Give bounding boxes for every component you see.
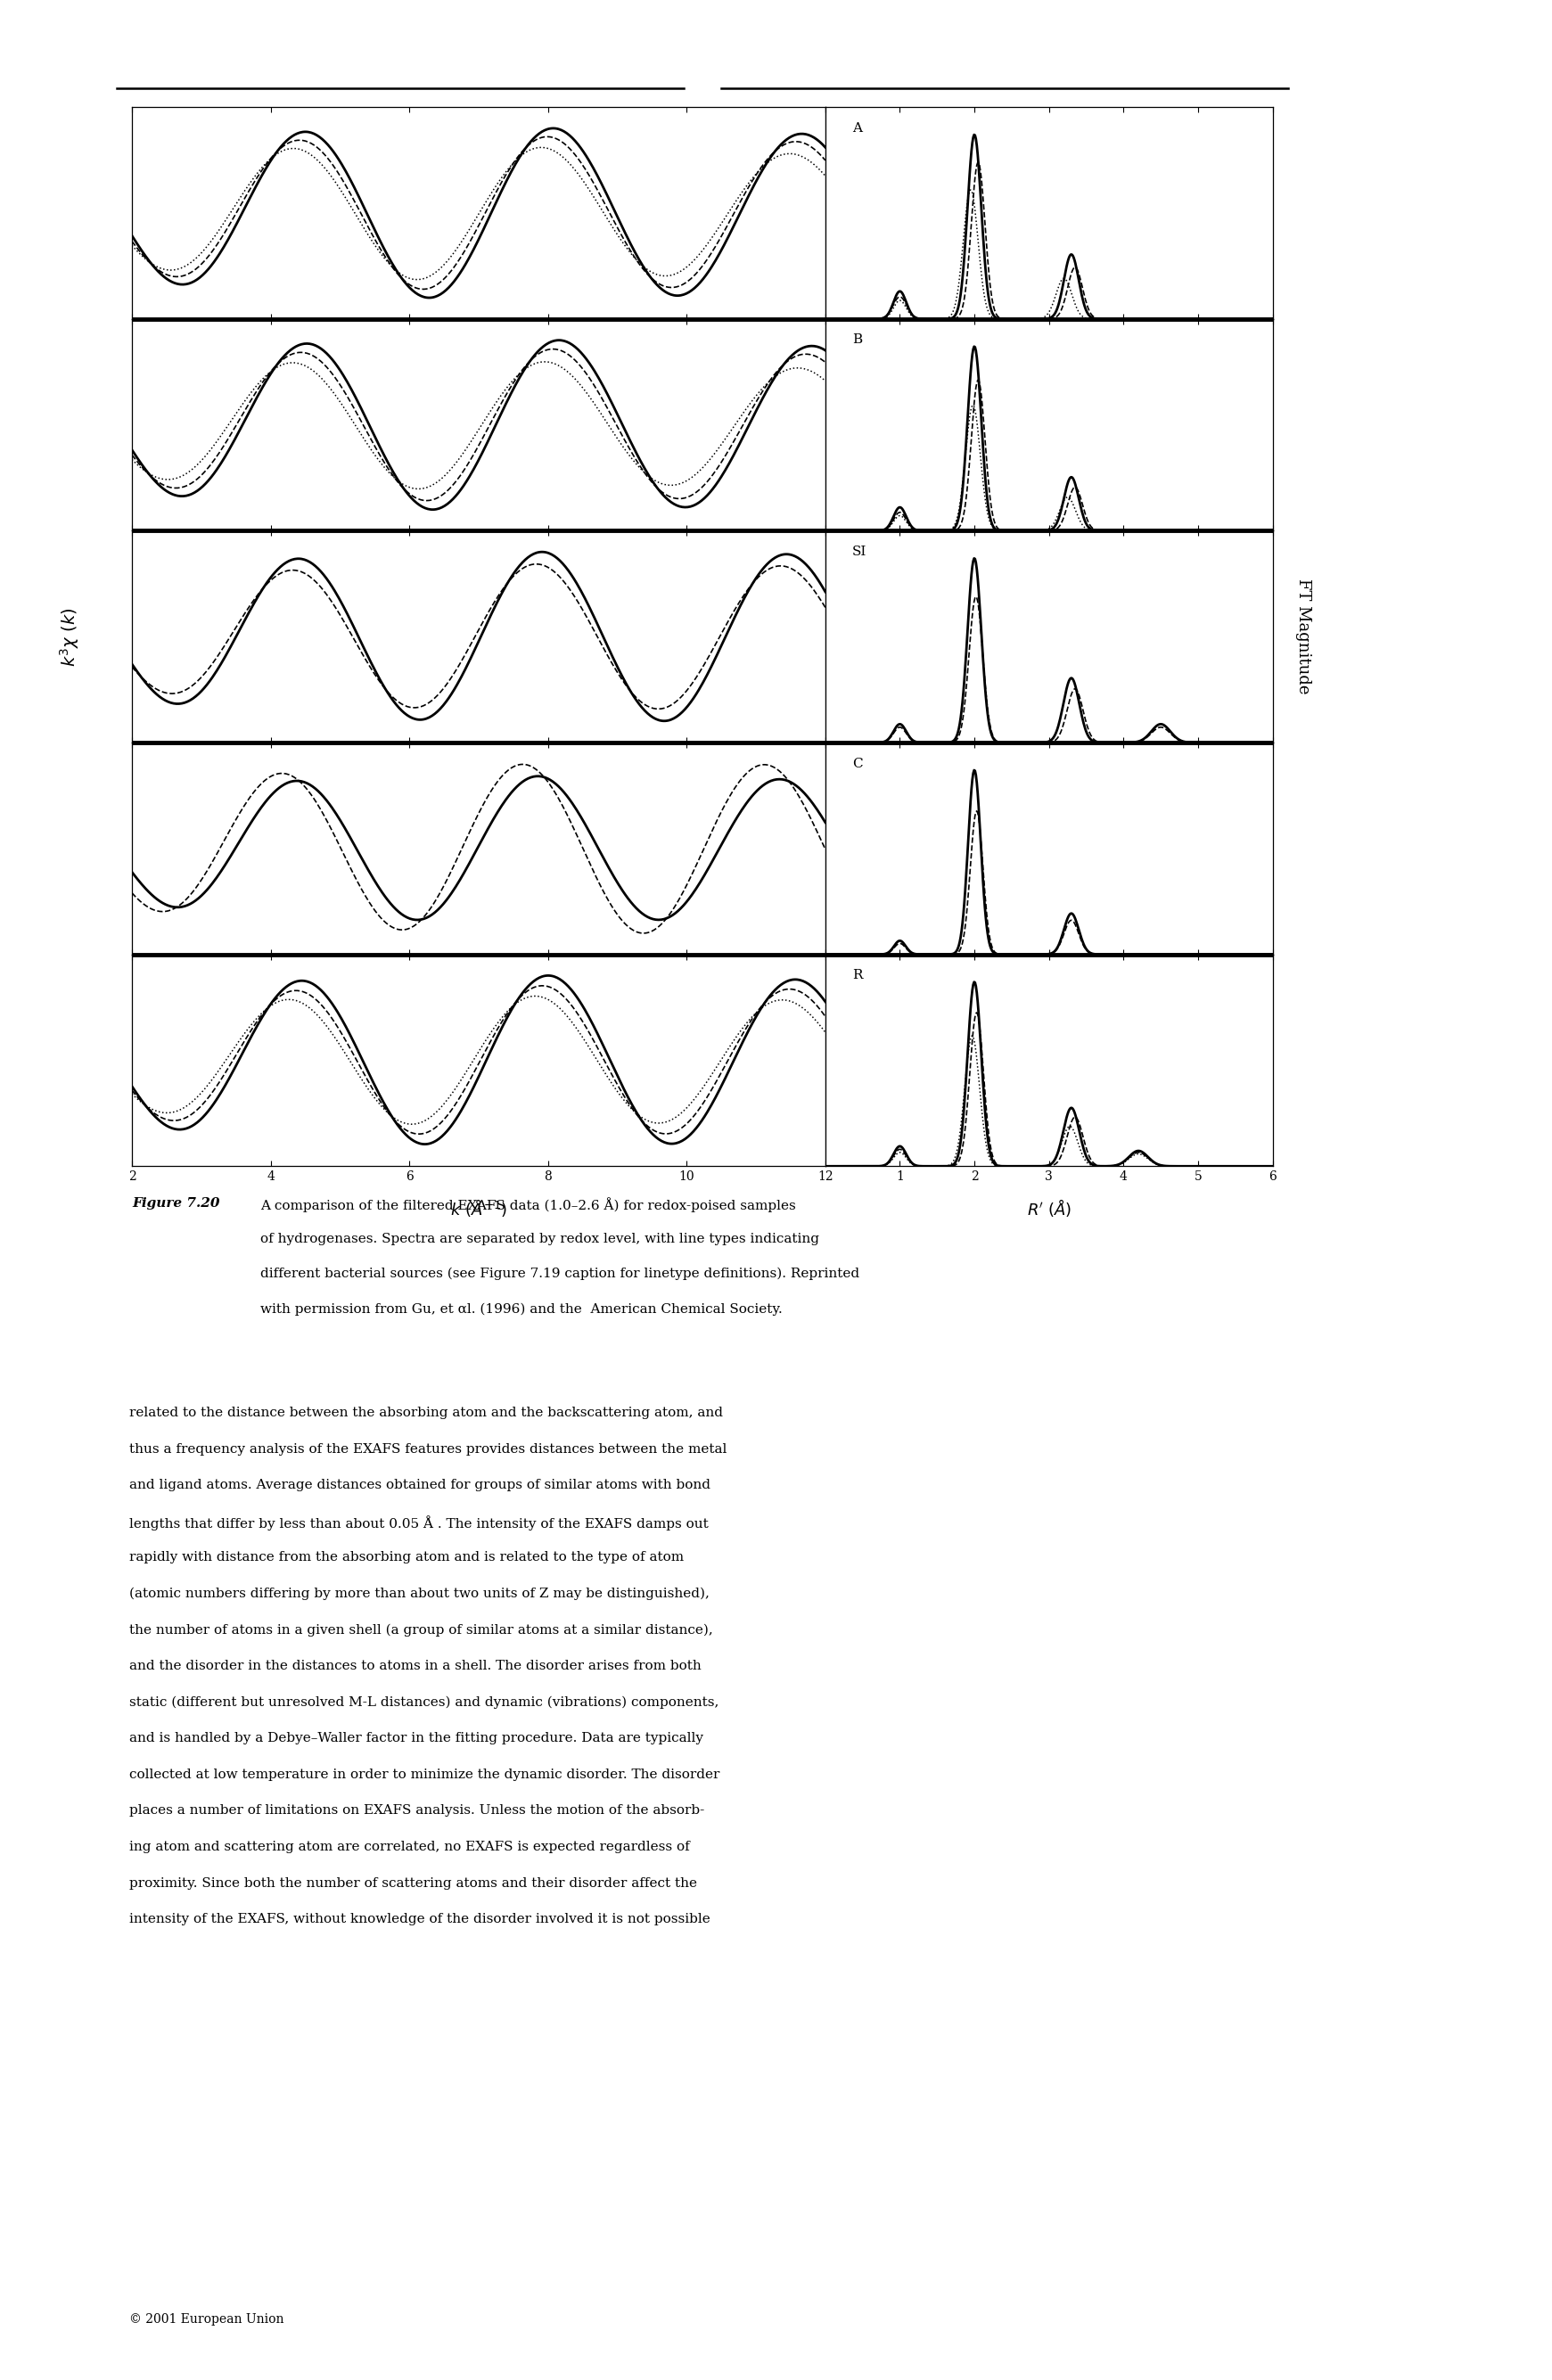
Text: of hydrogenases. Spectra are separated by redox level, with line types indicatin: of hydrogenases. Spectra are separated b…: [261, 1233, 819, 1245]
Text: the number of atoms in a given shell (a group of similar atoms at a similar dist: the number of atoms in a given shell (a …: [129, 1623, 712, 1637]
Text: A comparison of the filtered EXAFS data (1.0–2.6 Å) for redox-poised samples: A comparison of the filtered EXAFS data …: [261, 1197, 796, 1211]
Text: thus a frequency analysis of the EXAFS features provides distances between the m: thus a frequency analysis of the EXAFS f…: [129, 1442, 726, 1454]
Text: $R^{\prime}\ (\AA)$: $R^{\prime}\ (\AA)$: [1026, 1197, 1071, 1219]
Text: collected at low temperature in order to minimize the dynamic disorder. The diso: collected at low temperature in order to…: [129, 1768, 719, 1780]
Text: related to the distance between the absorbing atom and the backscattering atom, : related to the distance between the abso…: [129, 1407, 723, 1418]
Text: $k^3\chi\ (k)$: $k^3\chi\ (k)$: [59, 607, 81, 666]
Text: SI: SI: [852, 545, 866, 557]
Text: ing atom and scattering atom are correlated, no EXAFS is expected regardless of: ing atom and scattering atom are correla…: [129, 1840, 689, 1854]
Text: C: C: [852, 757, 863, 769]
Text: and the disorder in the distances to atoms in a shell. The disorder arises from : and the disorder in the distances to ato…: [129, 1659, 702, 1673]
Text: static (different but unresolved M-L distances) and dynamic (vibrations) compone: static (different but unresolved M-L dis…: [129, 1697, 719, 1709]
Text: proximity. Since both the number of scattering atoms and their disorder affect t: proximity. Since both the number of scat…: [129, 1878, 697, 1890]
Text: A: A: [852, 121, 861, 133]
Text: places a number of limitations on EXAFS analysis. Unless the motion of the absor: places a number of limitations on EXAFS …: [129, 1804, 705, 1816]
Text: intensity of the EXAFS, without knowledge of the disorder involved it is not pos: intensity of the EXAFS, without knowledg…: [129, 1914, 709, 1925]
Text: (atomic numbers differing by more than about two units of Z may be distinguished: (atomic numbers differing by more than a…: [129, 1587, 709, 1599]
Text: and ligand atoms. Average distances obtained for groups of similar atoms with bo: and ligand atoms. Average distances obta…: [129, 1478, 709, 1492]
Text: with permission from Gu, et αl. (1996) and the  American Chemical Society.: with permission from Gu, et αl. (1996) a…: [261, 1302, 782, 1316]
Text: $k\ (\AA^{-1})$: $k\ (\AA^{-1})$: [450, 1197, 508, 1219]
Text: FT Magnitude: FT Magnitude: [1296, 578, 1311, 695]
Text: © 2001 European Union: © 2001 European Union: [129, 2313, 284, 2325]
Text: lengths that differ by less than about 0.05 Å . The intensity of the EXAFS damps: lengths that differ by less than about 0…: [129, 1516, 708, 1530]
Text: R: R: [852, 969, 863, 981]
Text: rapidly with distance from the absorbing atom and is related to the type of atom: rapidly with distance from the absorbing…: [129, 1552, 683, 1564]
Text: and is handled by a Debye–Waller factor in the fitting procedure. Data are typic: and is handled by a Debye–Waller factor …: [129, 1733, 703, 1745]
Text: B: B: [852, 333, 861, 345]
Text: different bacterial sources (see Figure 7.19 caption for linetype definitions). : different bacterial sources (see Figure …: [261, 1269, 860, 1280]
Text: Figure 7.20: Figure 7.20: [132, 1197, 220, 1209]
